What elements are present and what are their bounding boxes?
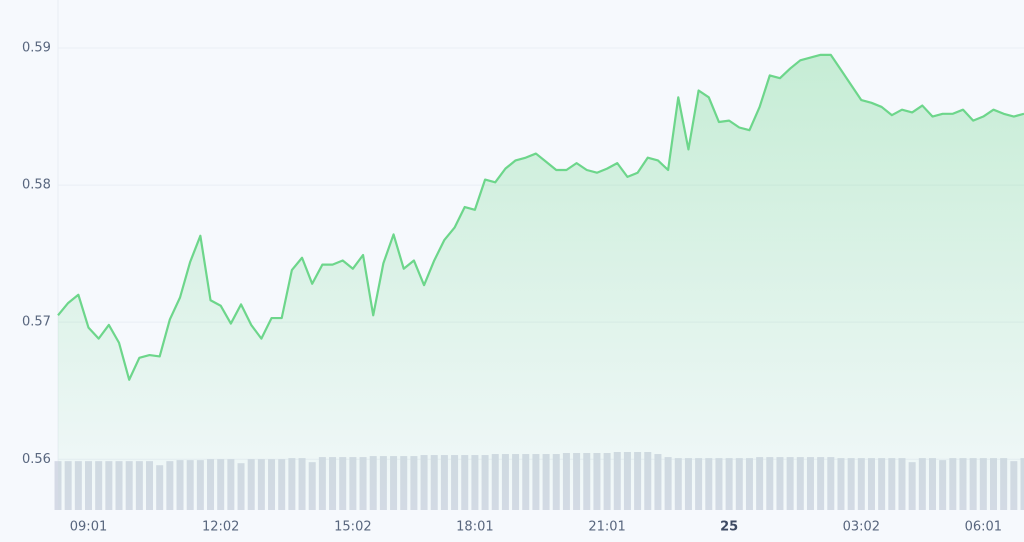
price-line [57, 53, 1024, 381]
x-tick-label: 15:02 [334, 520, 371, 535]
y-tick-label: 0.59 [22, 40, 51, 55]
y-tick-label: 0.58 [22, 178, 51, 193]
y-tick-label: 0.57 [22, 315, 51, 330]
x-tick-label: 09:01 [70, 520, 107, 535]
area-fill [58, 54, 1024, 511]
x-tick-label: 21:01 [588, 520, 625, 535]
y-tick-label: 0.56 [22, 452, 51, 467]
x-tick-label: 18:01 [456, 520, 493, 535]
x-tick-label: 12:02 [202, 520, 239, 535]
x-tick-label: 25 [720, 520, 738, 535]
x-tick-label: 03:02 [843, 520, 880, 535]
x-tick-label: 06:01 [965, 520, 1002, 535]
